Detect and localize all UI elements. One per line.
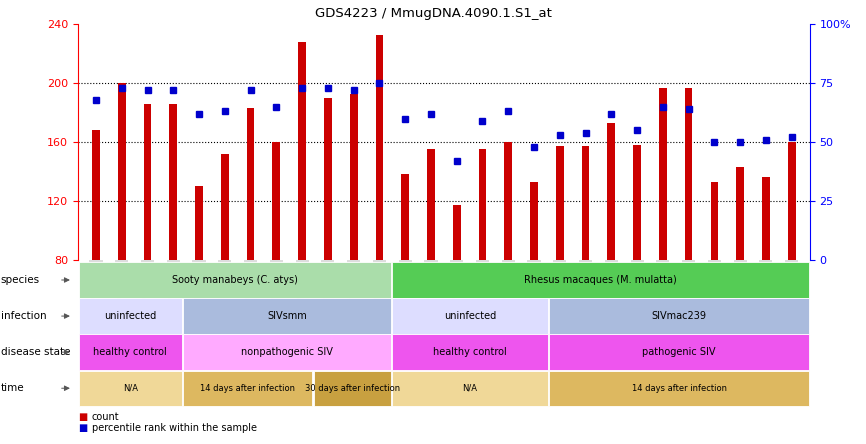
Bar — [659, 87, 667, 260]
Bar — [736, 167, 744, 260]
Bar — [144, 104, 152, 260]
Bar — [195, 186, 203, 260]
Text: count: count — [92, 412, 120, 422]
Text: infection: infection — [1, 311, 47, 321]
Text: time: time — [1, 383, 24, 393]
Text: N/A: N/A — [123, 384, 138, 393]
Bar — [221, 154, 229, 260]
Text: uninfected: uninfected — [444, 311, 496, 321]
Bar — [710, 182, 718, 260]
Text: healthy control: healthy control — [433, 347, 507, 357]
Bar — [324, 98, 332, 260]
Bar — [118, 83, 126, 260]
Text: 14 days after infection: 14 days after infection — [200, 384, 295, 393]
Text: Rhesus macaques (M. mulatta): Rhesus macaques (M. mulatta) — [524, 275, 677, 285]
Bar — [762, 177, 770, 260]
Bar — [92, 131, 100, 260]
Bar — [530, 182, 538, 260]
Text: ■: ■ — [78, 412, 87, 422]
Text: pathogenic SIV: pathogenic SIV — [643, 347, 716, 357]
Bar — [273, 142, 281, 260]
Bar — [556, 147, 564, 260]
Bar — [453, 205, 461, 260]
Bar — [170, 104, 178, 260]
Bar — [582, 147, 590, 260]
Text: N/A: N/A — [462, 384, 477, 393]
Text: uninfected: uninfected — [104, 311, 157, 321]
Bar — [633, 145, 641, 260]
Bar — [376, 35, 384, 260]
Text: Sooty manabeys (C. atys): Sooty manabeys (C. atys) — [171, 275, 298, 285]
Text: healthy control: healthy control — [94, 347, 167, 357]
Text: SIVmac239: SIVmac239 — [651, 311, 707, 321]
Bar — [685, 87, 693, 260]
Bar — [350, 94, 358, 260]
Bar — [427, 150, 435, 260]
Text: SIVsmm: SIVsmm — [267, 311, 307, 321]
Text: nonpathogenic SIV: nonpathogenic SIV — [241, 347, 333, 357]
Bar — [788, 142, 796, 260]
Bar — [607, 123, 615, 260]
Text: 30 days after infection: 30 days after infection — [305, 384, 400, 393]
Bar — [401, 174, 409, 260]
Bar — [247, 108, 255, 260]
Text: species: species — [1, 275, 40, 285]
Bar — [298, 42, 306, 260]
Text: ■: ■ — [78, 424, 87, 433]
Bar — [479, 150, 487, 260]
Text: percentile rank within the sample: percentile rank within the sample — [92, 424, 257, 433]
Bar — [504, 142, 512, 260]
Text: disease state: disease state — [1, 347, 70, 357]
Text: GDS4223 / MmugDNA.4090.1.S1_at: GDS4223 / MmugDNA.4090.1.S1_at — [314, 7, 552, 20]
Text: 14 days after infection: 14 days after infection — [631, 384, 727, 393]
